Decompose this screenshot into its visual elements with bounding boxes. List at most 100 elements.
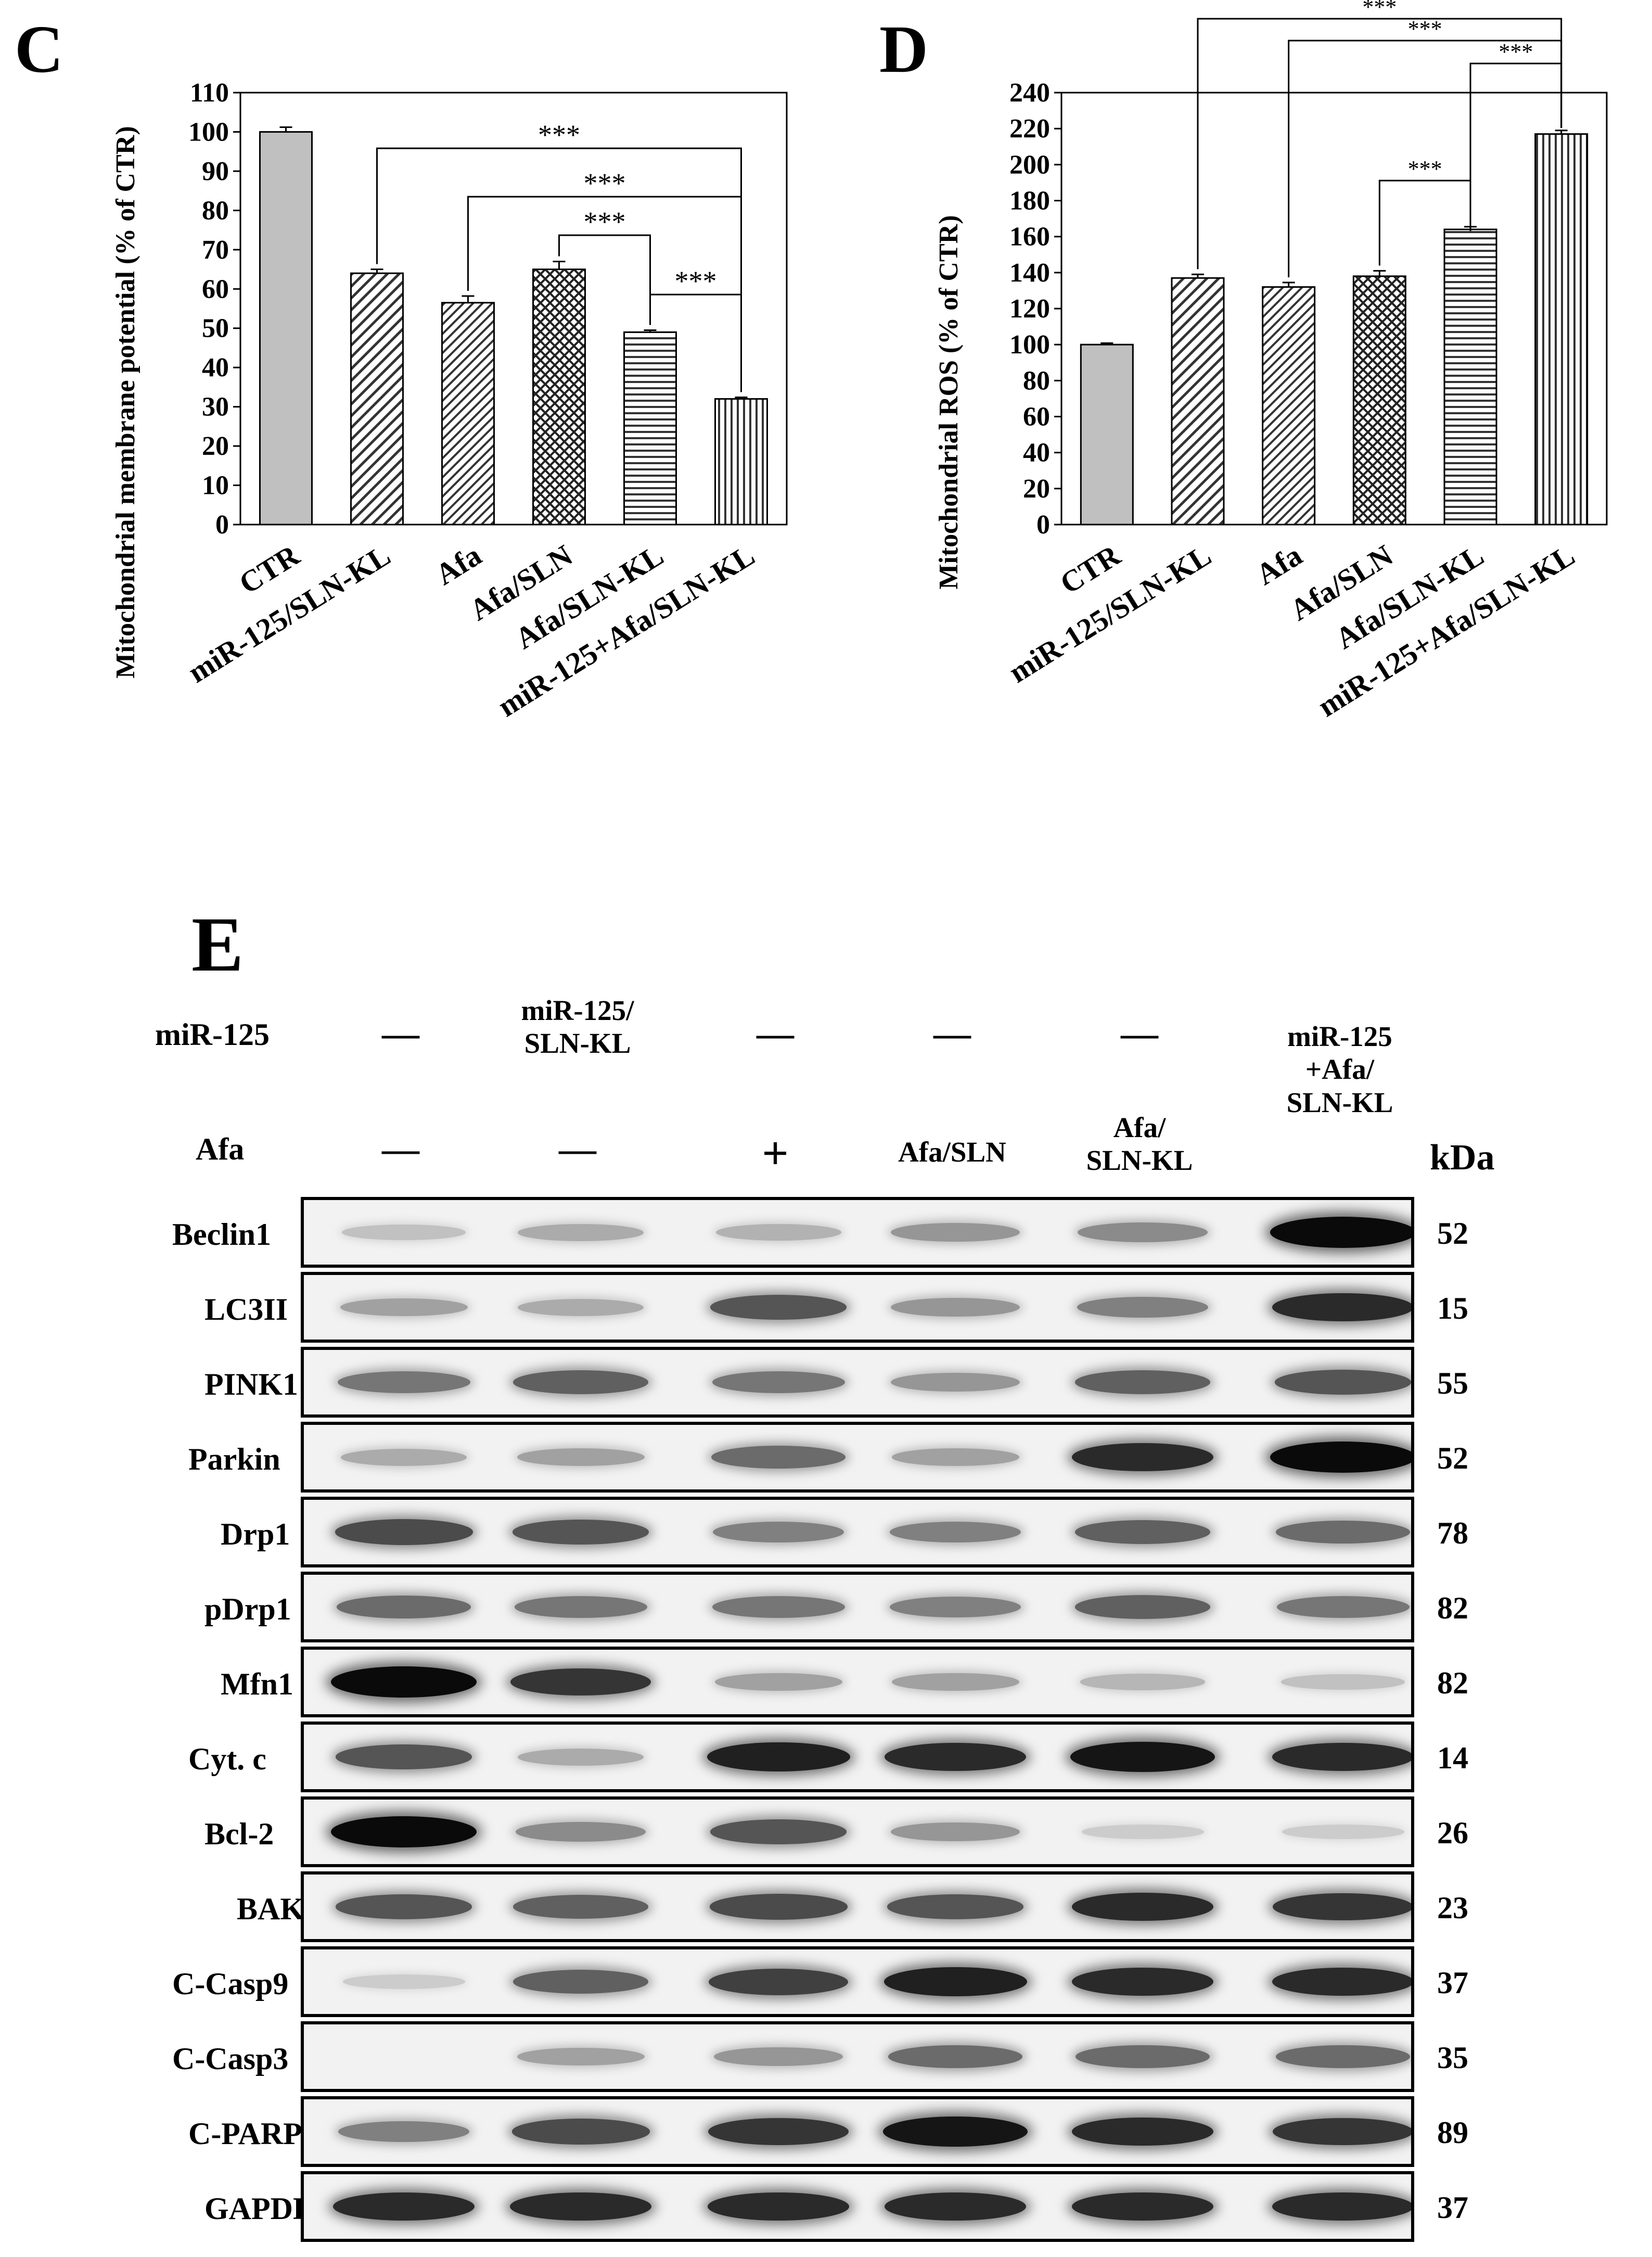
y-tick-label: 240 [1009, 78, 1050, 108]
y-tick-label: 20 [202, 431, 229, 461]
kda-header: kDa [1430, 1138, 1495, 1178]
afa-lane-sign: — [382, 1128, 419, 1170]
blot-band [335, 1519, 473, 1545]
blot-strip [301, 1497, 1414, 1567]
blot-band [710, 1819, 847, 1844]
protein-label: BAK [237, 1892, 305, 1926]
panel-letter-e: E [191, 901, 244, 988]
blot-band [514, 1596, 647, 1618]
blot-band [710, 1295, 847, 1320]
y-tick-label: 40 [1023, 438, 1050, 468]
significance-label: *** [1362, 0, 1397, 20]
y-tick-label: 70 [202, 235, 229, 265]
panel-letter-d: D [879, 12, 928, 87]
kda-value: 14 [1437, 1741, 1468, 1775]
bar [532, 269, 586, 526]
y-tick-label: 80 [1023, 366, 1050, 396]
blot-band [891, 1448, 1019, 1467]
blot-band [513, 1895, 648, 1919]
blot-band [711, 1446, 846, 1469]
blot-band [707, 2192, 850, 2221]
row-header-afa: Afa [196, 1132, 245, 1166]
blot-band [714, 1673, 842, 1691]
protein-label: PINK1 [204, 1367, 298, 1401]
blot-band [516, 1821, 646, 1842]
blot-band [337, 1371, 470, 1393]
protein-label: Beclin1 [172, 1217, 271, 1252]
bar [259, 131, 313, 526]
blot-band [1281, 1674, 1405, 1690]
blot-band [1276, 2045, 1410, 2068]
blot-band [1075, 2045, 1210, 2068]
blot-band [1270, 1442, 1411, 1473]
blot-band [889, 1521, 1021, 1543]
blot-strip [301, 1796, 1414, 1867]
blot-band [1270, 1217, 1411, 1248]
protein-label: Mfn1 [221, 1667, 293, 1701]
blot-band [891, 1673, 1019, 1691]
blot-band [337, 1596, 471, 1618]
blot-strip [301, 1871, 1414, 1942]
kda-value: 23 [1437, 1891, 1468, 1925]
bar [1352, 275, 1406, 526]
bar [1534, 133, 1589, 526]
kda-value: 37 [1437, 2190, 1468, 2225]
mir125-lane-sign: — [1121, 1013, 1158, 1054]
protein-label: LC3II [204, 1292, 288, 1327]
blot-band [714, 2047, 843, 2067]
blot-band [887, 1894, 1024, 1919]
blot-band [509, 2192, 652, 2221]
bar [1262, 286, 1316, 526]
blot-band [1077, 1296, 1209, 1318]
blot-band [715, 1224, 841, 1241]
kda-value: 35 [1437, 2041, 1468, 2075]
y-tick-label: 30 [202, 392, 229, 422]
bar [350, 272, 404, 526]
plot-frame [1060, 92, 1608, 526]
afa-lane-sign: — [559, 1128, 596, 1170]
panel-letter-c: C [15, 12, 63, 87]
significance-label: *** [538, 119, 580, 150]
blot-band [513, 1370, 648, 1394]
blot-band [889, 1596, 1021, 1618]
blot-band [712, 1521, 844, 1543]
blot-band [331, 1666, 477, 1698]
y-tick-label: 10 [202, 471, 229, 501]
blot-band [1070, 1741, 1215, 1773]
blot-band [340, 1298, 468, 1317]
protein-label: C-PARP [188, 2116, 302, 2151]
significance-bracket [558, 234, 651, 325]
y-tick-label: 220 [1009, 114, 1050, 144]
y-tick-label: 140 [1009, 258, 1050, 288]
y-tick-label: 80 [202, 196, 229, 225]
blot-band [342, 1974, 465, 1989]
blot-band [883, 1967, 1027, 1997]
blot-band [335, 1894, 472, 1919]
kda-value: 15 [1437, 1291, 1468, 1325]
plot-frame [239, 92, 788, 526]
protein-label: GAPDH [204, 2191, 317, 2226]
protein-label: Drp1 [221, 1517, 290, 1551]
blot-strip [301, 1722, 1414, 1792]
protein-label: Parkin [188, 1442, 280, 1476]
mir125-lane-label: miR-125 +Afa/ SLN-KL [1286, 1021, 1393, 1118]
blot-strip [301, 1647, 1414, 1717]
bar [623, 331, 677, 526]
y-tick-label: 200 [1009, 150, 1050, 180]
blot-band [709, 1894, 848, 1920]
blot-band [1075, 1520, 1210, 1544]
afa-lane-label: Afa/ SLN-KL [1086, 1112, 1193, 1177]
blot-band [517, 1223, 644, 1241]
blot-band [517, 2047, 645, 2066]
blot-band [1071, 1443, 1214, 1472]
mir125-lane-sign: — [933, 1013, 971, 1054]
y-tick-label: 180 [1009, 186, 1050, 216]
kda-value: 89 [1437, 2115, 1468, 2150]
significance-label: *** [675, 265, 717, 297]
blot-strip [301, 1572, 1414, 1642]
blot-strip [301, 1347, 1414, 1418]
mir125-lane-sign: — [757, 1013, 794, 1054]
chart-c: 0 10 20 30 40 50 60 70 80 90 100 110 Mitochondrial m… [111, 78, 788, 723]
blot-band [1071, 2192, 1214, 2221]
blot-band [1272, 2192, 1411, 2221]
